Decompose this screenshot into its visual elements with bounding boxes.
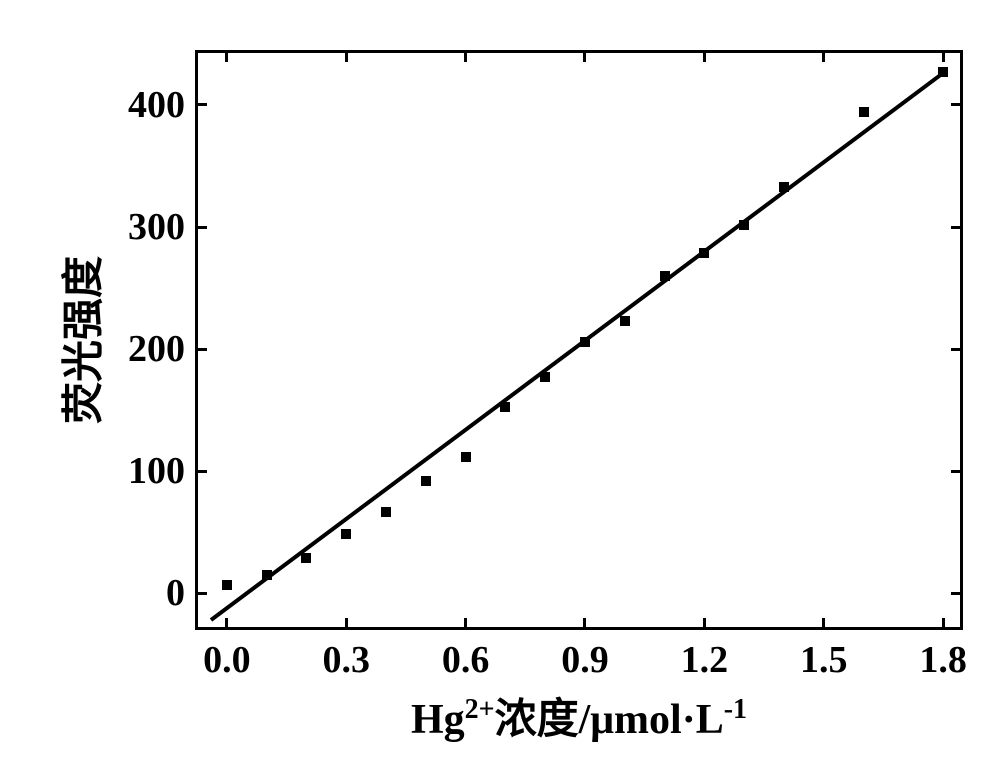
x-tick xyxy=(225,50,228,62)
y-tick-label: 300 xyxy=(128,205,185,249)
data-point xyxy=(938,67,948,77)
y-axis-label: 荧光强度 xyxy=(50,256,111,424)
x-tick xyxy=(703,50,706,62)
x-label-sup1: 2+ xyxy=(465,694,495,725)
y-tick xyxy=(195,470,207,473)
data-point xyxy=(421,476,431,486)
x-tick xyxy=(822,50,825,62)
x-tick xyxy=(942,618,945,630)
y-tick xyxy=(195,592,207,595)
y-tick xyxy=(195,226,207,229)
y-tick-label: 200 xyxy=(128,327,185,371)
data-point xyxy=(222,580,232,590)
y-tick xyxy=(951,103,963,106)
data-point xyxy=(381,507,391,517)
data-point xyxy=(262,570,272,580)
x-tick-label: 1.5 xyxy=(800,638,848,682)
y-tick xyxy=(195,103,207,106)
data-point xyxy=(699,248,709,258)
data-point xyxy=(620,316,630,326)
x-tick-label: 0.3 xyxy=(322,638,370,682)
data-point xyxy=(739,220,749,230)
data-point xyxy=(301,553,311,563)
data-point xyxy=(461,452,471,462)
y-tick xyxy=(951,470,963,473)
x-tick xyxy=(703,618,706,630)
data-point xyxy=(660,271,670,281)
x-tick xyxy=(583,50,586,62)
data-point xyxy=(779,182,789,192)
y-tick-label: 400 xyxy=(128,83,185,127)
x-label-part1: Hg xyxy=(411,697,465,743)
data-point xyxy=(859,107,869,117)
x-tick-label: 0.9 xyxy=(561,638,609,682)
x-tick xyxy=(464,618,467,630)
data-point xyxy=(580,337,590,347)
x-tick-label: 0.6 xyxy=(442,638,490,682)
x-tick xyxy=(225,618,228,630)
x-axis-label: Hg2+浓度/μmol·L-1 xyxy=(411,685,747,746)
x-tick xyxy=(345,618,348,630)
y-tick-label: 100 xyxy=(128,449,185,493)
y-tick xyxy=(951,592,963,595)
y-tick xyxy=(951,348,963,351)
x-tick xyxy=(464,50,467,62)
x-label-sup2: -1 xyxy=(724,694,747,725)
data-point xyxy=(540,372,550,382)
x-tick xyxy=(583,618,586,630)
x-tick xyxy=(942,50,945,62)
y-tick-label: 0 xyxy=(166,571,185,615)
y-tick xyxy=(195,348,207,351)
data-point xyxy=(500,402,510,412)
chart-container: 荧光强度 Hg2+浓度/μmol·L-1 0 100 200 300 400 0.0 0.3… xyxy=(20,20,980,742)
x-label-part2: 浓度/μmol·L xyxy=(495,697,724,743)
data-point xyxy=(341,529,351,539)
x-tick xyxy=(822,618,825,630)
y-tick xyxy=(951,226,963,229)
x-tick-label: 0.0 xyxy=(203,638,251,682)
x-tick xyxy=(345,50,348,62)
x-tick-label: 1.2 xyxy=(681,638,729,682)
x-tick-label: 1.8 xyxy=(919,638,967,682)
